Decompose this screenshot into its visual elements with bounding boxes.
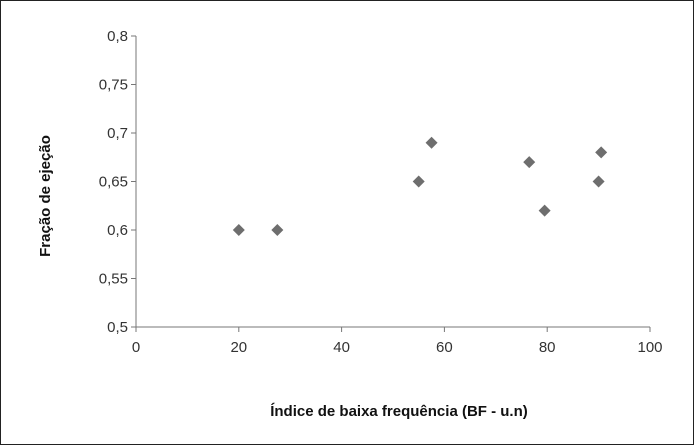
y-axis: 0,5 0,55 0,6 0,65 0,7 0,75 0,8 bbox=[99, 28, 137, 336]
x-tick-label: 80 bbox=[539, 339, 556, 356]
x-tick-label: 0 bbox=[132, 339, 140, 356]
y-tick-label: 0,5 bbox=[107, 319, 128, 336]
data-point bbox=[592, 175, 605, 188]
y-tick-label: 0,55 bbox=[99, 271, 128, 288]
x-tick-label: 100 bbox=[637, 339, 662, 356]
data-point bbox=[271, 224, 284, 236]
y-tick-label: 0,7 bbox=[107, 125, 128, 142]
y-tick-label: 0,6 bbox=[107, 222, 128, 239]
data-point bbox=[523, 156, 536, 169]
y-tick-label: 0,65 bbox=[99, 174, 128, 191]
x-axis-title: Índice de baixa frequência (BF - u.n) bbox=[270, 403, 528, 420]
data-point bbox=[232, 224, 245, 236]
x-tick-label: 20 bbox=[230, 339, 247, 356]
x-tick-label: 40 bbox=[333, 339, 350, 356]
data-point bbox=[425, 136, 438, 149]
data-points bbox=[232, 136, 608, 236]
x-axis: 0 20 40 60 80 100 bbox=[132, 326, 663, 356]
x-tick-label: 60 bbox=[436, 339, 453, 356]
y-axis-title: Fração de ejeção bbox=[37, 135, 54, 257]
data-point bbox=[595, 146, 608, 159]
y-tick-label: 0,75 bbox=[99, 77, 128, 94]
y-tick-label: 0,8 bbox=[107, 28, 128, 45]
data-point bbox=[538, 204, 551, 217]
data-point bbox=[412, 175, 425, 188]
